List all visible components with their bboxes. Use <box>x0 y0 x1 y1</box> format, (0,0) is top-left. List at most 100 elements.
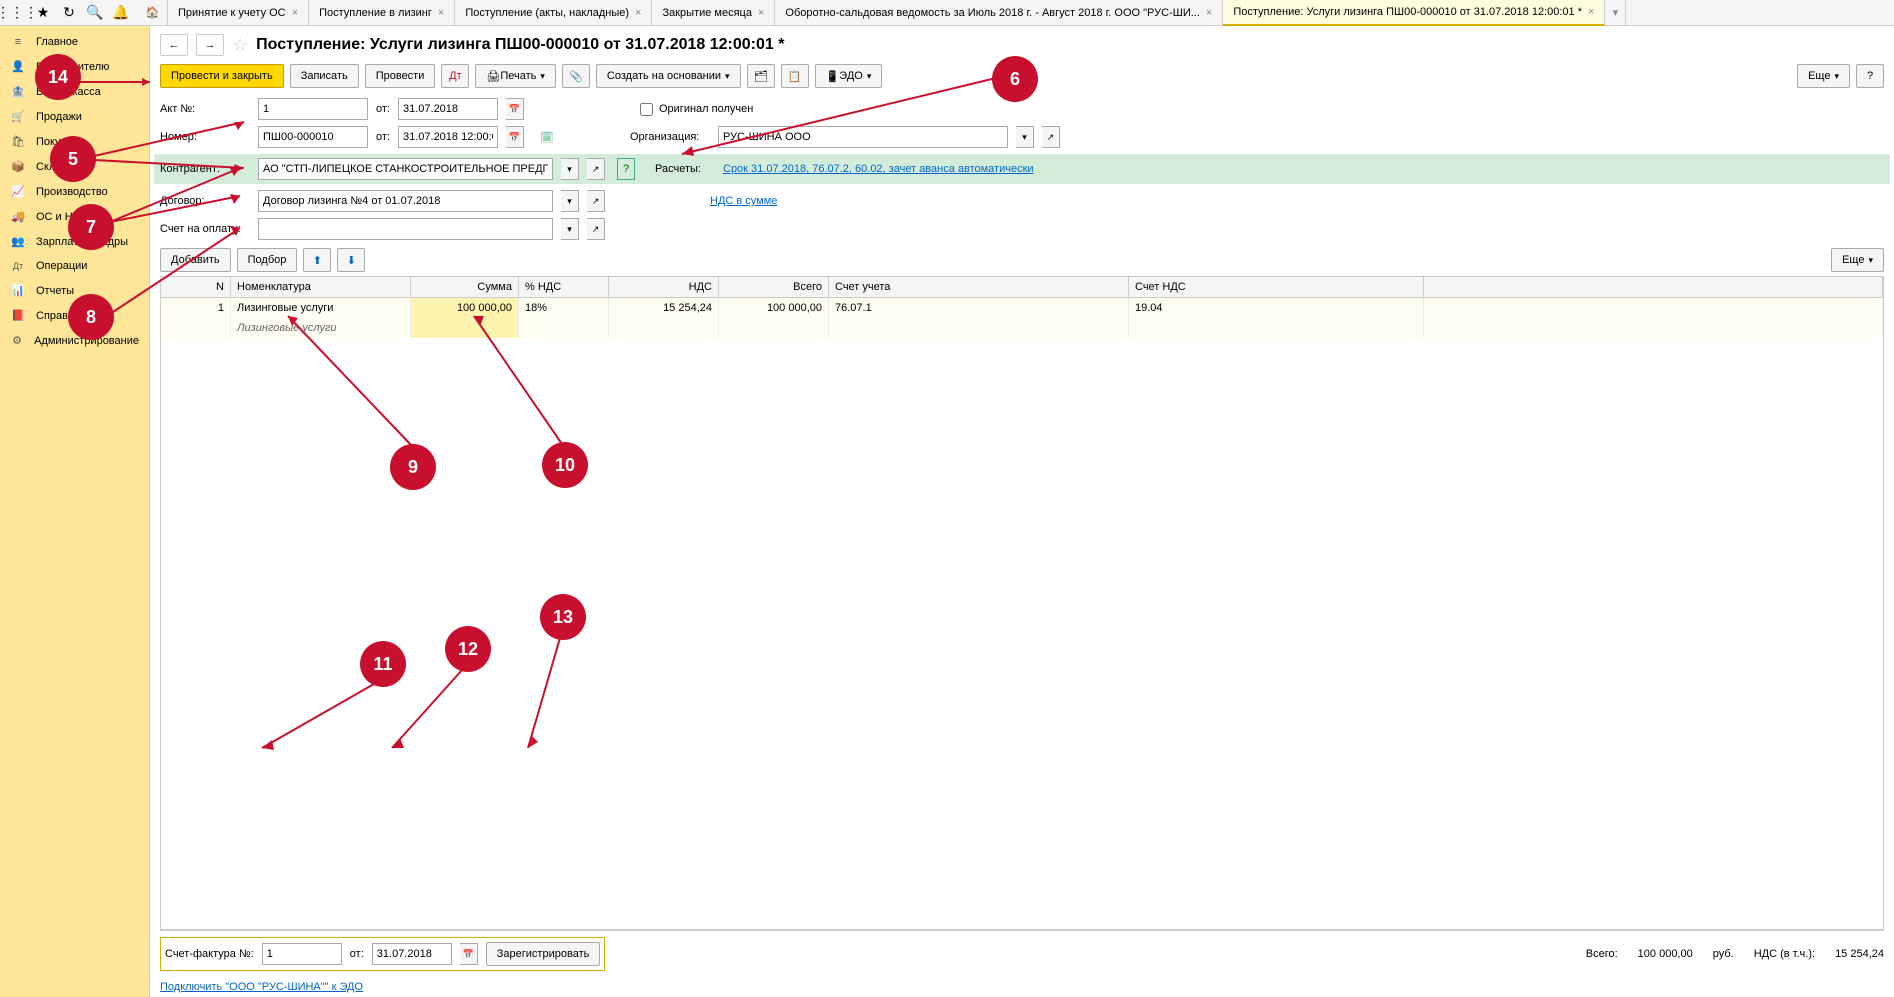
open-icon[interactable]: ↗ <box>587 158 605 180</box>
sidebar-item-production[interactable]: 📈Производство <box>0 179 149 204</box>
cell-n: 1 <box>161 298 231 318</box>
contragent-label: Контрагент: <box>160 163 250 175</box>
cell-sum-sub <box>411 318 519 338</box>
grid-row[interactable]: 1 Лизинговые услуги 100 000,00 18% 15 25… <box>161 298 1883 318</box>
dropdown-icon[interactable]: ▾ <box>561 158 579 180</box>
history-icon[interactable]: ↻ <box>56 0 82 26</box>
grid-row-sub[interactable]: Лизинговые услуги <box>161 318 1883 338</box>
col-accnds[interactable]: Счет НДС <box>1129 277 1424 297</box>
sf-input[interactable] <box>262 943 342 965</box>
sf-label: Счет-фактура №: <box>165 948 254 960</box>
search-icon[interactable]: 🔍 <box>82 0 108 26</box>
close-icon[interactable]: × <box>758 7 764 19</box>
nds-link[interactable]: НДС в сумме <box>710 195 777 207</box>
more-button[interactable]: Еще▾ <box>1797 64 1850 88</box>
tab-5[interactable]: Поступление: Услуги лизинга ПШ00-000010 … <box>1223 0 1605 26</box>
select-button[interactable]: Подбор <box>237 248 298 272</box>
list-button[interactable]: 📋 <box>781 64 809 88</box>
truck-icon: 🚚 <box>10 210 26 223</box>
open-icon[interactable]: ↗ <box>587 190 605 212</box>
move-down-button[interactable]: ⬇ <box>337 248 365 272</box>
col-acc[interactable]: Счет учета <box>829 277 1129 297</box>
close-icon[interactable]: × <box>1206 7 1212 19</box>
attach-button[interactable]: 📎 <box>562 64 590 88</box>
calendar-icon[interactable]: 📅 <box>506 126 524 148</box>
act-input[interactable] <box>258 98 368 120</box>
dropdown-icon[interactable]: ▾ <box>1016 126 1034 148</box>
form-row-dogovor: Договор: ▾ ↗ НДС в сумме <box>160 190 1884 212</box>
org-input[interactable] <box>718 126 1008 148</box>
create-based-button[interactable]: Создать на основании▾ <box>596 64 741 88</box>
col-total[interactable]: Всего <box>719 277 829 297</box>
calendar-icon[interactable]: 📅 <box>506 98 524 120</box>
dogovor-label: Договор: <box>160 195 250 207</box>
open-icon[interactable]: ↗ <box>1042 126 1060 148</box>
help-button[interactable]: ? <box>1856 64 1884 88</box>
cell-acc-sub <box>829 318 1129 338</box>
tab-0[interactable]: Принятие к учету ОС× <box>168 0 309 26</box>
number-date-input[interactable] <box>398 126 498 148</box>
calendar-icon[interactable]: 📅 <box>460 943 478 965</box>
open-icon[interactable]: ↗ <box>587 218 605 240</box>
nav-back-button[interactable]: ← <box>160 34 188 56</box>
star-icon[interactable]: ★ <box>30 0 56 26</box>
connect-edo-link[interactable]: Подключить "ООО "РУС-ШИНА"" к ЭДО <box>160 981 363 993</box>
dt-kt-button[interactable]: Дт <box>441 64 469 88</box>
col-nds[interactable]: НДС <box>609 277 719 297</box>
dogovor-input[interactable] <box>258 190 553 212</box>
sidebar-item-main[interactable]: ≡Главное <box>0 30 149 54</box>
col-pnds[interactable]: % НДС <box>519 277 609 297</box>
dropdown-icon[interactable]: ▾ <box>561 218 579 240</box>
col-sum[interactable]: Сумма <box>411 277 519 297</box>
close-icon[interactable]: × <box>635 7 641 19</box>
callout-5: 5 <box>50 136 96 182</box>
post-close-button[interactable]: Провести и закрыть <box>160 64 284 88</box>
post-button[interactable]: Провести <box>365 64 436 88</box>
invoice-input[interactable] <box>258 218 553 240</box>
tab-more[interactable]: ▾ <box>1605 0 1626 26</box>
help-icon[interactable]: ? <box>617 158 635 180</box>
print-button[interactable]: 🖨 Печать▾ <box>475 64 556 88</box>
number-input[interactable] <box>258 126 368 148</box>
sidebar-item-operations[interactable]: ДтОперации <box>0 254 149 278</box>
register-button[interactable]: Зарегистрировать <box>486 942 601 966</box>
calendar-link-icon[interactable]: 🗓 <box>540 131 554 144</box>
close-icon[interactable]: × <box>1588 6 1594 18</box>
menu-icon: ≡ <box>10 36 26 48</box>
dropdown-icon[interactable]: ▾ <box>561 190 579 212</box>
form-row-contragent: Контрагент: ▾ ↗ ? Расчеты: Срок 31.07.20… <box>154 154 1890 184</box>
tab-home[interactable]: 🏠 <box>138 0 168 26</box>
contragent-input[interactable] <box>258 158 553 180</box>
sidebar-item-sales[interactable]: 🛒Продажи <box>0 104 149 129</box>
structure-button[interactable]: 🗂 <box>747 64 775 88</box>
bell-icon[interactable]: 🔔 <box>108 0 134 26</box>
original-checkbox[interactable] <box>640 103 653 116</box>
tab-3[interactable]: Закрытие месяца× <box>652 0 775 26</box>
apps-icon[interactable]: ⋮⋮⋮ <box>4 0 30 26</box>
table-more-button[interactable]: Еще▾ <box>1831 248 1884 272</box>
topbar-icons: ⋮⋮⋮ ★ ↻ 🔍 🔔 <box>0 0 138 26</box>
more-label: Еще <box>1842 254 1864 266</box>
sf-date-input[interactable] <box>372 943 452 965</box>
col-n[interactable]: N <box>161 277 231 297</box>
footer: Счет-фактура №: от: 📅 Зарегистрировать В… <box>160 930 1884 977</box>
sidebar-label: Операции <box>36 260 87 272</box>
favorite-icon[interactable]: ☆ <box>232 35 248 56</box>
callout-10: 10 <box>542 442 588 488</box>
tab-4[interactable]: Оборотно-сальдовая ведомость за Июль 201… <box>775 0 1223 26</box>
add-button[interactable]: Добавить <box>160 248 231 272</box>
cell-accnds: 19.04 <box>1129 298 1424 318</box>
save-button[interactable]: Записать <box>290 64 359 88</box>
raschet-link[interactable]: Срок 31.07.2018, 76.07.2, 60.02, зачет а… <box>723 163 1034 175</box>
edo-button[interactable]: 📱 ЭДО▾ <box>815 64 883 88</box>
tab-1[interactable]: Поступление в лизинг× <box>309 0 455 26</box>
col-nomen[interactable]: Номенклатура <box>231 277 411 297</box>
cell-total-sub <box>719 318 829 338</box>
tab-2[interactable]: Поступление (акты, накладные)× <box>455 0 652 26</box>
close-icon[interactable]: × <box>438 7 444 19</box>
close-icon[interactable]: × <box>292 7 298 19</box>
nav-forward-button[interactable]: → <box>196 34 224 56</box>
move-up-button[interactable]: ⬆ <box>303 248 331 272</box>
act-date-input[interactable] <box>398 98 498 120</box>
form-row-number: Номер: от: 📅 🗓 Организация: ▾ ↗ <box>160 126 1884 148</box>
